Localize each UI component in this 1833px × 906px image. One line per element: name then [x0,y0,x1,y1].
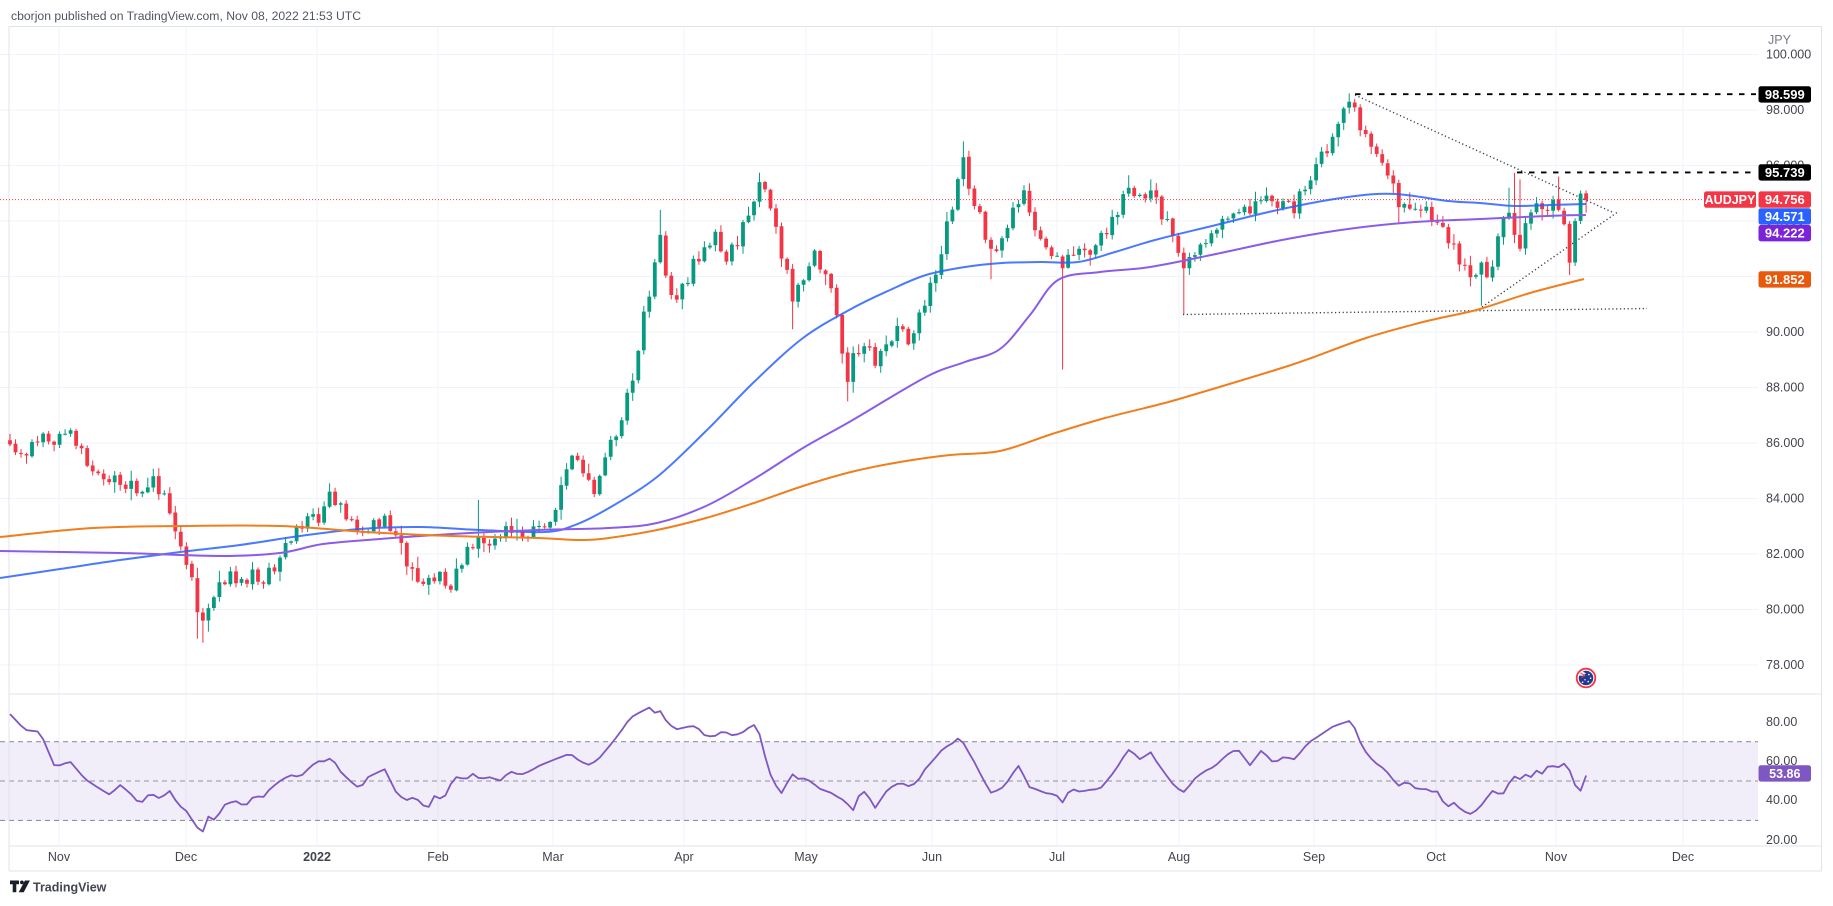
svg-text:Oct: Oct [1426,850,1446,864]
svg-text:88.000: 88.000 [1766,381,1804,395]
svg-text:Dec: Dec [1672,850,1694,864]
svg-text:94.756: 94.756 [1765,192,1805,207]
svg-text:Jun: Jun [922,850,942,864]
svg-text:20.00: 20.00 [1766,833,1797,847]
svg-text:Nov: Nov [48,850,71,864]
svg-text:95.739: 95.739 [1765,165,1805,180]
svg-text:Apr: Apr [674,850,693,864]
svg-text:Jul: Jul [1049,850,1065,864]
svg-text:TradingView: TradingView [33,881,107,895]
svg-text:53.86: 53.86 [1769,767,1800,781]
svg-text:Feb: Feb [427,850,449,864]
svg-text:98.000: 98.000 [1766,103,1804,117]
svg-text:cborjon published on TradingVi: cborjon published on TradingView.com, No… [11,9,361,23]
svg-text:82.000: 82.000 [1766,547,1804,561]
svg-text:May: May [794,850,818,864]
svg-text:Aug: Aug [1168,850,1190,864]
svg-text:2022: 2022 [303,850,331,864]
svg-text:Mar: Mar [542,850,564,864]
svg-text:94.222: 94.222 [1765,226,1805,241]
svg-text:98.599: 98.599 [1765,87,1805,102]
svg-text:86.000: 86.000 [1766,436,1804,450]
svg-text:100.000: 100.000 [1766,48,1811,62]
svg-text:Nov: Nov [1545,850,1568,864]
svg-text:84.000: 84.000 [1766,492,1804,506]
svg-text:80.00: 80.00 [1766,715,1797,729]
svg-text:78.000: 78.000 [1766,658,1804,672]
svg-text:60.00: 60.00 [1766,754,1797,768]
svg-text:90.000: 90.000 [1766,325,1804,339]
svg-text:Dec: Dec [175,850,197,864]
svg-text:JPY: JPY [1768,33,1792,47]
svg-text:40.00: 40.00 [1766,793,1797,807]
svg-text:91.852: 91.852 [1765,272,1805,287]
svg-text:Sep: Sep [1303,850,1325,864]
svg-text:AUDJPY: AUDJPY [1705,193,1756,207]
svg-text:94.571: 94.571 [1765,209,1805,224]
svg-text:80.000: 80.000 [1766,603,1804,617]
